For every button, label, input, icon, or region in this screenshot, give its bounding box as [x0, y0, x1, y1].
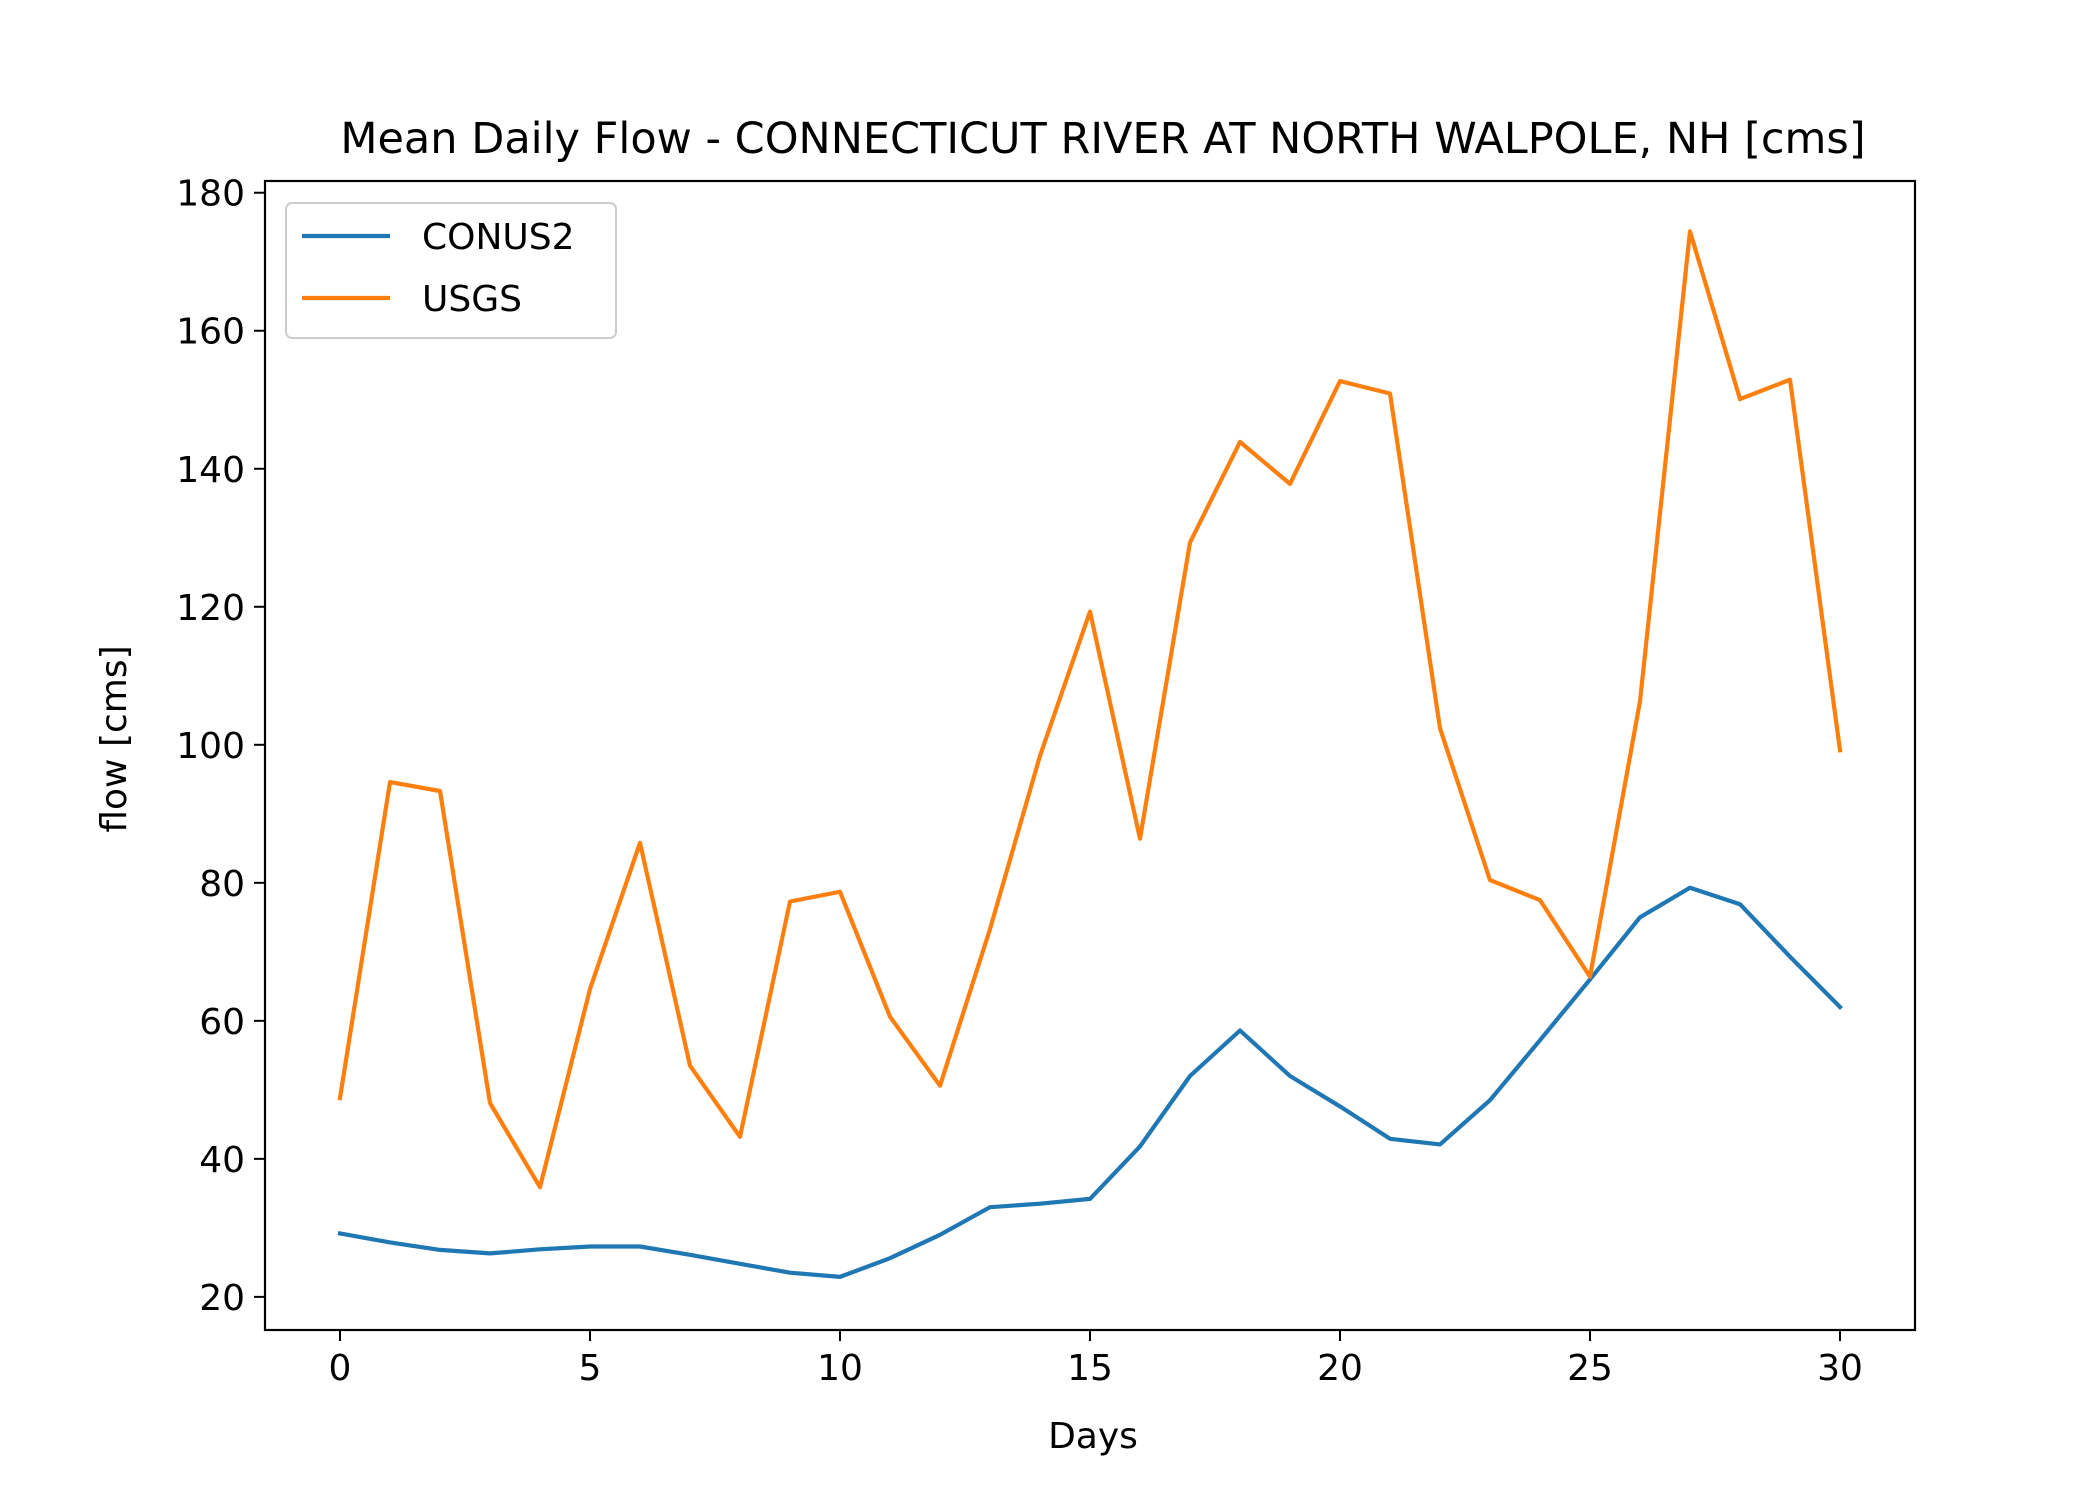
y-tick-label: 80	[199, 864, 245, 905]
legend-item-conus2: CONUS2	[302, 217, 575, 258]
y-axis-label: flow [cms]	[94, 645, 135, 832]
series-line-conus2	[337, 885, 1843, 1280]
y-tick-label: 100	[176, 726, 245, 767]
y-tick-label: 40	[199, 1140, 245, 1181]
legend: CONUS2 USGS	[285, 202, 617, 339]
chart-title: Mean Daily Flow - CONNECTICUT RIVER AT N…	[340, 114, 1865, 164]
legend-label: CONUS2	[422, 217, 575, 258]
y-tick-label: 180	[176, 174, 245, 215]
legend-item-usgs: USGS	[302, 279, 522, 320]
y-tick-label: 20	[199, 1278, 245, 1319]
x-tick-label: 30	[1817, 1348, 1863, 1389]
y-tick-label: 140	[176, 450, 245, 491]
y-tick-label: 60	[199, 1002, 245, 1043]
x-tick-label: 15	[1067, 1348, 1113, 1389]
legend-label: USGS	[422, 279, 522, 320]
y-tick-label: 120	[176, 588, 245, 629]
x-tick-label: 25	[1567, 1348, 1613, 1389]
x-axis-label: Days	[1048, 1416, 1138, 1457]
x-tick-label: 5	[579, 1348, 602, 1389]
x-tick-label: 20	[1317, 1348, 1363, 1389]
x-tick-label: 10	[817, 1348, 863, 1389]
x-tick-label: 0	[329, 1348, 352, 1389]
plot-area: 0 5 10 15 20 25 30 20 40 60 80 100 120 140 160 180 CONUS…	[176, 174, 1917, 1389]
y-tick-label: 160	[176, 312, 245, 353]
series-line-usgs	[337, 229, 1843, 1190]
